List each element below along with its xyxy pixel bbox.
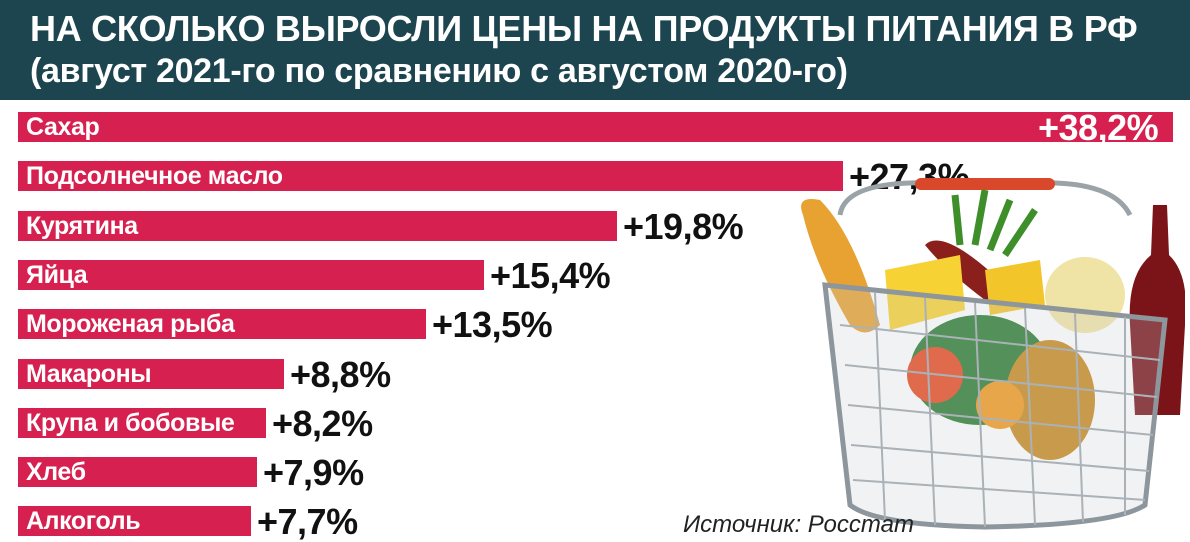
header-banner: НА СКОЛЬКО ВЫРОСЛИ ЦЕНЫ НА ПРОДУКТЫ ПИТА… — [0, 0, 1190, 100]
value-label: +19,8% — [623, 206, 744, 247]
category-label: Подсолнечное масло — [26, 162, 283, 190]
category-label: Сахар — [26, 113, 100, 141]
value-label: +8,2% — [272, 403, 373, 444]
value-label: +7,9% — [263, 452, 364, 493]
category-label: Курятина — [26, 212, 138, 240]
grocery-basket-illustration — [801, 178, 1185, 530]
category-label: Крупа и бобовые — [26, 409, 235, 437]
value-label: +7,7% — [257, 501, 358, 542]
category-label: Хлеб — [26, 458, 86, 486]
bar: Подсолнечное масло — [18, 161, 843, 191]
category-label: Яйца — [26, 261, 88, 289]
category-label: Макароны — [26, 360, 152, 388]
source-note: Источник: Росстат — [683, 511, 914, 538]
bar: Курятина — [18, 211, 617, 241]
bar: Яйца — [18, 260, 484, 290]
bar: Крупа и бобовые — [18, 408, 266, 438]
category-label: Мороженая рыба — [26, 310, 235, 338]
bar: Мороженая рыба — [18, 309, 426, 339]
value-label: +38,2% — [1038, 107, 1159, 148]
page-title: НА СКОЛЬКО ВЫРОСЛИ ЦЕНЫ НА ПРОДУКТЫ ПИТА… — [30, 8, 1138, 49]
value-label: +13,5% — [432, 304, 553, 345]
bar: Сахар — [18, 112, 1173, 142]
bar: Макароны — [18, 359, 284, 389]
value-label: +15,4% — [490, 255, 611, 296]
bar: Хлеб — [18, 457, 257, 487]
category-label: Алкоголь — [26, 507, 141, 535]
value-label: +8,8% — [290, 354, 391, 395]
page-subtitle: (август 2021-го по сравнению с августом … — [30, 52, 848, 90]
bar: Алкоголь — [18, 506, 251, 536]
